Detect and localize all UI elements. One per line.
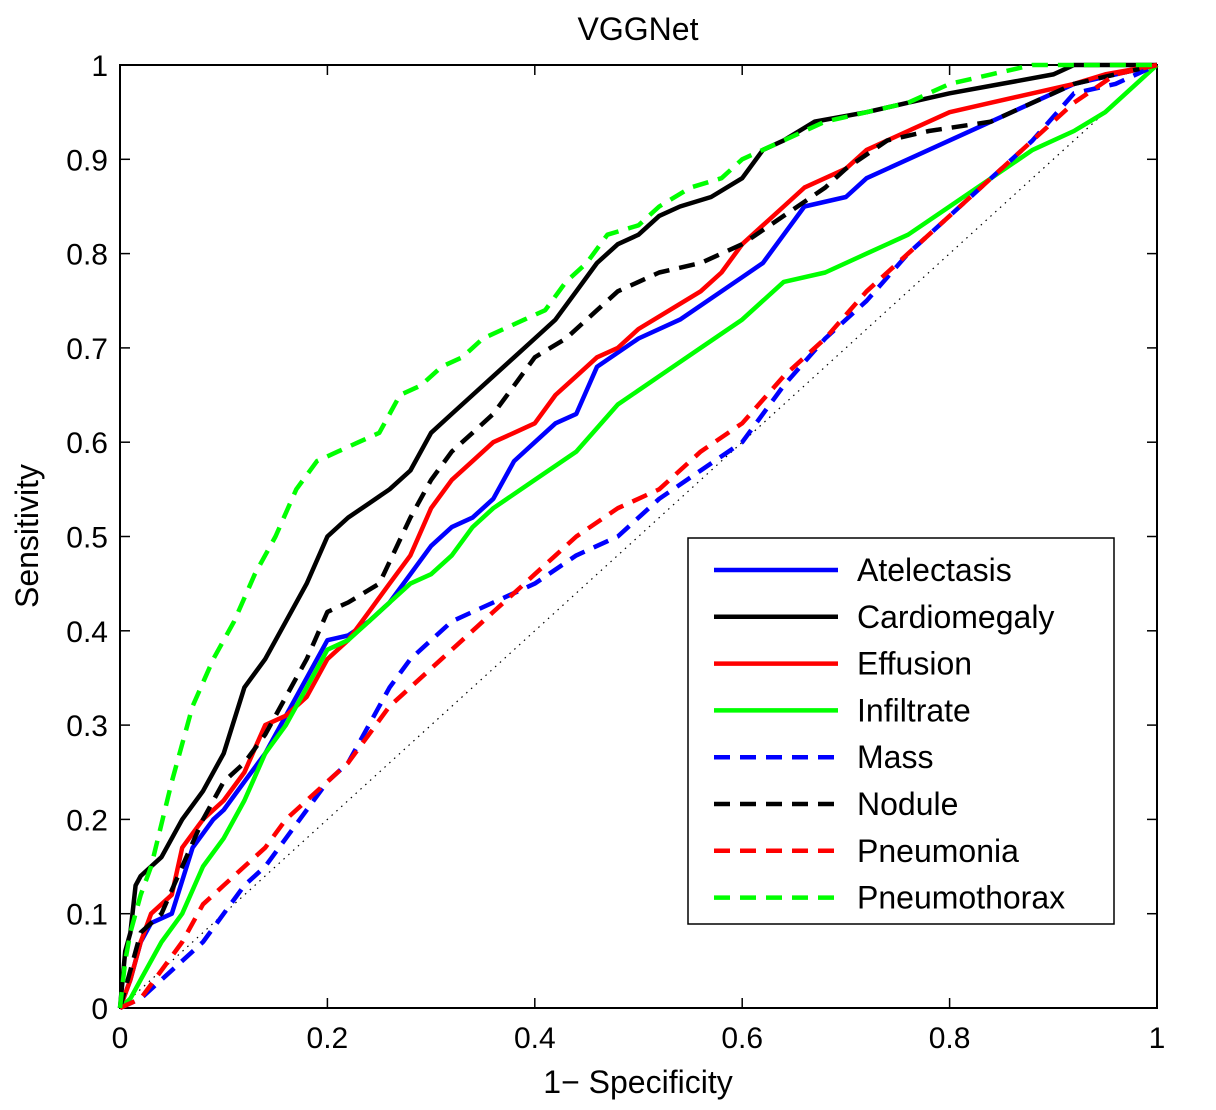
x-axis-title: 1− Specificity [543,1064,732,1100]
y-tick-label: 0.5 [66,522,108,555]
chart-title: VGGNet [578,11,699,47]
y-tick-label: 0 [91,993,108,1026]
y-tick-label: 1 [91,50,108,83]
legend-label-atelectasis: Atelectasis [857,552,1012,588]
series-line-pneumonia [119,62,1158,1011]
legend-items: Atelectasis Cardiomegaly Effusion Infiltrat… [714,552,1065,916]
series-line-nodule [117,62,1158,1009]
legend-label-mass: Mass [857,739,933,775]
x-tick-label: 0.6 [721,1022,763,1055]
x-tick-labels: 0 0.2 0.4 0.6 0.8 1 [112,1022,1166,1055]
y-tick-label: 0.6 [66,427,108,460]
x-tick-label: 0 [112,1022,129,1055]
y-tick-label: 0.9 [66,144,108,177]
y-tick-labels: 0 0.1 0.2 0.3 0.4 0.5 0.6 0.7 0.8 0.9 1 [66,50,108,1026]
legend: Atelectasis Cardiomegaly Effusion Infiltrat… [687,537,1115,925]
legend-box [687,537,1115,925]
series-layer [117,62,1159,1011]
series-line-pneumothorax [117,62,1157,1009]
y-tick-label: 0.3 [66,710,108,743]
x-tick-label: 0.4 [514,1022,556,1055]
y-tick-label: 0.2 [66,804,108,837]
y-tick-label: 0.8 [66,239,108,272]
legend-label-pneumothorax: Pneumothorax [857,880,1065,916]
legend-label-infiltrate: Infiltrate [857,692,971,728]
y-tick-label: 0.7 [66,333,108,366]
y-axis-title: Sensitivity [9,464,45,608]
y-tick-label: 0.1 [66,899,108,932]
x-tick-label: 0.2 [307,1022,349,1055]
x-tick-label: 1 [1149,1022,1166,1055]
legend-label-effusion: Effusion [857,646,972,682]
legend-label-cardiomegaly: Cardiomegaly [857,599,1054,635]
series-line-infiltrate [118,63,1159,1010]
series-line-mass [119,62,1158,1011]
legend-label-pneumonia: Pneumonia [857,833,1019,869]
legend-label-nodule: Nodule [857,786,958,822]
y-tick-label: 0.4 [66,616,108,649]
series-line-cardiomegaly [117,62,1157,1009]
series-line-effusion [117,62,1158,1009]
x-tick-label: 0.8 [929,1022,971,1055]
series-line-atelectasis [117,62,1158,1009]
